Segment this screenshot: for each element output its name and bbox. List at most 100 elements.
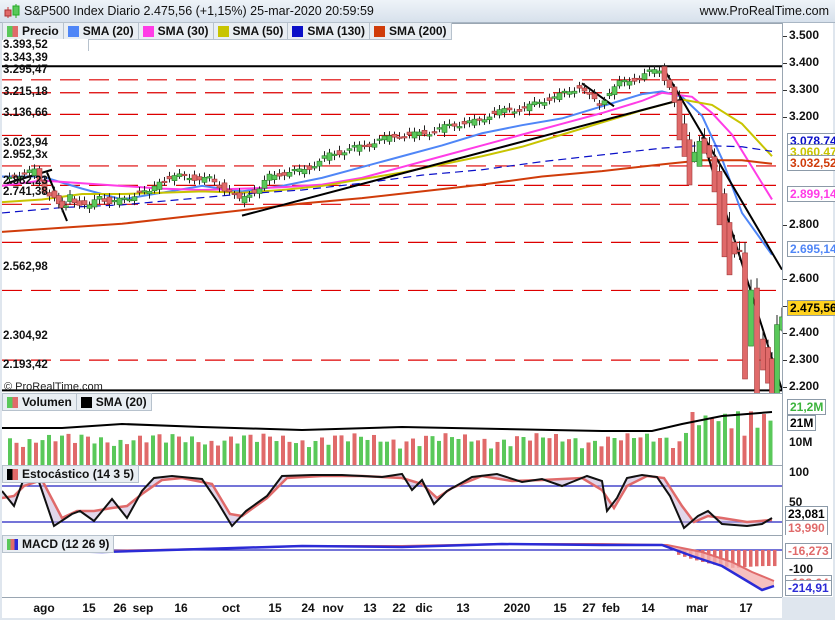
price-tick-label: 3.500 bbox=[789, 28, 820, 43]
time-label: 13 bbox=[363, 601, 377, 615]
legend-item[interactable]: SMA (20) bbox=[76, 393, 152, 411]
time-label: 13 bbox=[456, 601, 470, 615]
volume-plot[interactable] bbox=[2, 394, 782, 466]
legend-item[interactable]: Precio bbox=[2, 22, 64, 40]
copyright-text: © ProRealTime.com bbox=[4, 381, 103, 393]
stochastic-plot[interactable] bbox=[2, 466, 782, 536]
level-label: 2.882,23 bbox=[3, 175, 48, 187]
legend-label: SMA (200) bbox=[388, 24, 447, 38]
legend-label: MACD (12 26 9) bbox=[22, 537, 110, 551]
volume-axis[interactable]: 21,2M 21M 10M bbox=[782, 393, 833, 465]
time-label: 22 bbox=[392, 601, 406, 615]
legend-item[interactable]: SMA (20) bbox=[63, 22, 139, 40]
level-label: 3.136,66 bbox=[3, 107, 48, 119]
level-label: 2.193,42 bbox=[3, 359, 48, 371]
tick-mark bbox=[783, 63, 787, 65]
stoch-tick-50: 50 bbox=[789, 495, 803, 509]
level-label: 3.215,18 bbox=[3, 86, 48, 98]
level-label: 2.304,92 bbox=[3, 330, 48, 342]
price-legend: Precio SMA (20) SMA (30) SMA (50) SMA (130) S… bbox=[2, 22, 452, 40]
time-label: ago bbox=[33, 601, 55, 615]
price-tick-label: 3.200 bbox=[789, 109, 820, 124]
level-label: 3.295,47 bbox=[3, 64, 48, 76]
tick-mark bbox=[783, 90, 787, 92]
volume-tick-label: 10M bbox=[789, 435, 813, 449]
legend-swatch-icon bbox=[7, 468, 18, 480]
time-label: 16 bbox=[174, 601, 188, 615]
legend-swatch-icon bbox=[7, 396, 18, 408]
macd-legend: MACD (12 26 9) bbox=[2, 535, 115, 553]
price-tick-label: 2.800 bbox=[789, 217, 820, 232]
macd-axis[interactable]: -16,273-100-198,64-214,91 bbox=[782, 535, 833, 597]
legend-item[interactable]: Volumen bbox=[2, 393, 77, 411]
time-label: 17 bbox=[739, 601, 753, 615]
legend-item[interactable]: Estocástico (14 3 5) bbox=[2, 465, 140, 483]
legend-label: SMA (20) bbox=[82, 24, 134, 38]
price-tick-label: 2.600 bbox=[789, 271, 820, 286]
time-label: dic bbox=[415, 601, 433, 615]
time-label: 26 bbox=[113, 601, 127, 615]
macd-panel[interactable] bbox=[2, 535, 782, 598]
title-bar: S&P500 Index Diario 2.475,56 (+1,15%) 25… bbox=[0, 0, 835, 23]
price-panel[interactable] bbox=[2, 23, 782, 394]
volume-legend: Volumen SMA (20) bbox=[2, 393, 152, 411]
legend-item[interactable]: SMA (50) bbox=[213, 22, 289, 40]
volume-sma-tag: 21M bbox=[787, 415, 817, 431]
legend-label: Estocástico (14 3 5) bbox=[22, 467, 135, 481]
legend-swatch-icon bbox=[7, 538, 18, 550]
candlestick-logo-icon bbox=[4, 4, 20, 18]
legend-item[interactable]: MACD (12 26 9) bbox=[2, 535, 115, 553]
time-label: feb bbox=[602, 601, 620, 615]
legend-swatch-icon bbox=[7, 25, 18, 37]
legend-item[interactable]: SMA (30) bbox=[138, 22, 214, 40]
level-label: 2.741,38 bbox=[3, 186, 48, 198]
level-label: 2.562,98 bbox=[3, 261, 48, 273]
price-plot[interactable] bbox=[2, 24, 782, 394]
legend-label: SMA (20) bbox=[95, 395, 147, 409]
stoch-d-tag: 13,990 bbox=[785, 520, 828, 536]
tick-mark bbox=[783, 360, 787, 362]
legend-item[interactable]: SMA (200) bbox=[369, 22, 452, 40]
legend-label: Precio bbox=[22, 24, 59, 38]
macd-tick-label: -100 bbox=[789, 562, 814, 576]
time-label: nov bbox=[322, 601, 344, 615]
stochastic-axis[interactable]: 100 50 23,081 13,990 bbox=[782, 465, 833, 536]
time-label: 24 bbox=[301, 601, 315, 615]
legend-label: SMA (50) bbox=[232, 24, 284, 38]
time-axis[interactable] bbox=[2, 597, 782, 618]
stochastic-legend: Estocástico (14 3 5) bbox=[2, 465, 140, 483]
macd-plot[interactable] bbox=[2, 536, 782, 598]
price-value-tag: 3.032,52 bbox=[787, 155, 835, 171]
site-link[interactable]: www.ProRealTime.com bbox=[699, 4, 829, 18]
price-axis[interactable]: 3.5003.4003.3003.2002.8002.6002.5002.400… bbox=[782, 23, 835, 393]
price-tick-label: 3.300 bbox=[789, 82, 820, 97]
time-label: 15 bbox=[268, 601, 282, 615]
time-label: oct bbox=[222, 601, 240, 615]
time-label: mar bbox=[685, 601, 709, 615]
tick-mark bbox=[783, 279, 787, 281]
level-label: 3.393,52 bbox=[3, 39, 89, 51]
stoch-k-tag: 23,081 bbox=[785, 506, 828, 522]
level-label: 2.952,3x bbox=[3, 149, 48, 161]
volume-value-tag: 21,2M bbox=[787, 399, 827, 415]
legend-swatch-icon bbox=[80, 396, 92, 408]
price-tick-label: 2.300 bbox=[789, 352, 820, 367]
price-tick-label: 2.400 bbox=[789, 325, 820, 340]
time-label: 27 bbox=[582, 601, 596, 615]
level-label: 3.343,39 bbox=[3, 52, 48, 64]
tick-mark bbox=[783, 36, 787, 38]
price-value-tag: 2.475,56 bbox=[787, 300, 835, 316]
time-label: 15 bbox=[82, 601, 96, 615]
tick-mark bbox=[783, 333, 787, 335]
legend-item[interactable]: SMA (130) bbox=[288, 22, 370, 40]
level-label: 3.023,94 bbox=[3, 137, 48, 149]
legend-swatch-icon bbox=[217, 25, 229, 37]
tick-mark bbox=[783, 117, 787, 119]
macd-histogram-tag: -16,273 bbox=[785, 543, 832, 559]
time-label: 2020 bbox=[503, 601, 531, 615]
tick-mark bbox=[783, 225, 787, 227]
tick-mark bbox=[783, 387, 787, 389]
legend-swatch-icon bbox=[142, 25, 154, 37]
time-label: 15 bbox=[553, 601, 567, 615]
